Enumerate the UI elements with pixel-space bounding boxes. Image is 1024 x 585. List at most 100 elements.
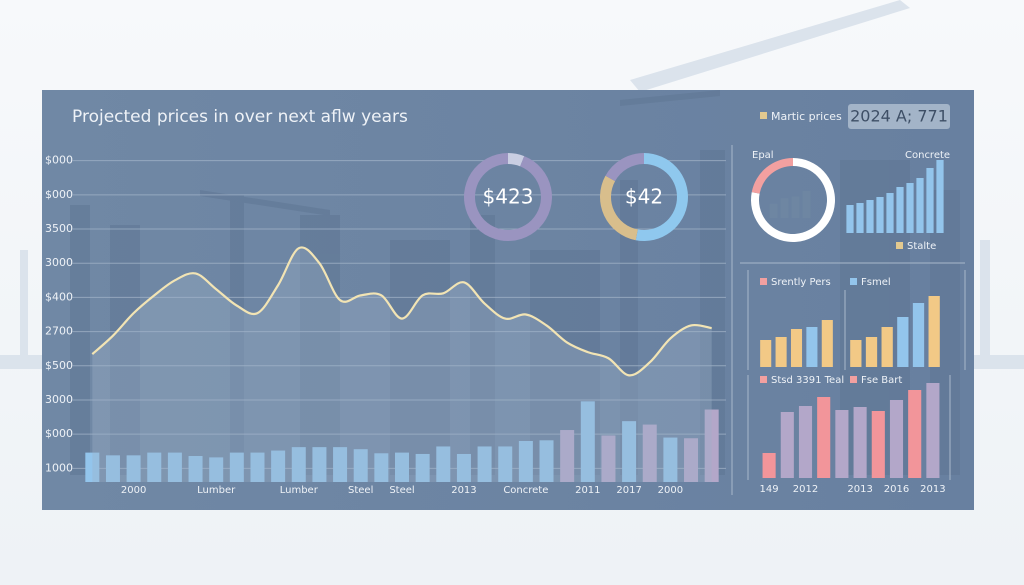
bar [791, 196, 800, 218]
bar [760, 340, 772, 367]
legend-swatch [850, 376, 857, 383]
line [91, 246, 712, 377]
bar [601, 435, 616, 482]
x-tick-label: Lumber [197, 485, 236, 496]
legend-label: Srently Pers [771, 277, 831, 288]
badge-text: 2024 A; 771 [850, 107, 948, 126]
bar [912, 303, 925, 367]
bar [916, 178, 924, 233]
bar [188, 456, 203, 482]
bar [853, 407, 867, 478]
legend-label: Stsd 3391 Teal [771, 375, 844, 386]
bar [271, 450, 286, 482]
x-tick-label: 2013 [451, 485, 476, 496]
bar [663, 437, 678, 482]
x-tick-label: 2017 [616, 485, 641, 496]
bar [353, 449, 368, 482]
legend-label: Stalte [907, 241, 936, 252]
legend-swatch [850, 278, 857, 285]
bar [780, 198, 789, 218]
bar [105, 455, 120, 482]
x-tick-label: 149 [760, 484, 779, 495]
bar [780, 412, 794, 478]
bar [477, 446, 492, 482]
y-tick-label: 3000 [45, 256, 73, 269]
y-tick-label: 1000 [45, 461, 73, 474]
bar [85, 452, 100, 482]
chart-title: Projected prices in over next aflw years [72, 107, 408, 127]
y-tick-label: 2700 [45, 325, 73, 338]
bar [291, 447, 306, 482]
skyline-inner [70, 90, 960, 475]
bar [926, 383, 940, 478]
y-tick-label: $000 [45, 427, 73, 440]
bar [518, 440, 533, 482]
bar [580, 401, 595, 482]
bar [871, 411, 885, 478]
bar [560, 430, 575, 482]
pie-slice [751, 158, 793, 194]
pie-slice [508, 153, 525, 167]
x-tick-label: 2000 [658, 485, 683, 496]
bar [229, 452, 244, 482]
badge [848, 104, 950, 129]
line-area [92, 247, 712, 482]
bar [881, 327, 893, 367]
bar [374, 453, 389, 482]
y-tick-label: $000 [45, 154, 73, 167]
bar [906, 183, 914, 233]
bar [850, 340, 862, 367]
pie-label: $42 [625, 185, 663, 209]
bar [415, 453, 430, 482]
bar [806, 327, 818, 367]
bar [817, 397, 831, 478]
bar [896, 187, 904, 233]
bar [775, 337, 787, 367]
bar [436, 446, 451, 482]
bar [897, 317, 909, 367]
bar [684, 438, 699, 482]
x-tick-label: Concrete [503, 485, 548, 496]
bar [126, 455, 141, 482]
bar [209, 457, 224, 482]
legend-swatch [896, 242, 903, 249]
x-tick-label: 2013 [847, 484, 872, 495]
pie-slice [605, 153, 644, 182]
x-tick-label: Lumber [280, 485, 319, 496]
bar [865, 337, 878, 367]
pie-label: $423 [483, 185, 534, 209]
bar [835, 410, 849, 478]
bar [762, 453, 776, 478]
bar [936, 160, 944, 233]
bar [642, 424, 657, 482]
bar [622, 421, 637, 482]
bar [856, 203, 864, 233]
bar [866, 200, 874, 233]
bar [798, 406, 813, 478]
x-tick-label: 2016 [884, 484, 909, 495]
y-tick-label: $500 [45, 359, 73, 372]
bar [790, 329, 803, 367]
x-tick-label: 2011 [575, 485, 600, 496]
legend-swatch [760, 376, 767, 383]
bar [928, 296, 940, 367]
bar [250, 452, 265, 482]
y-tick-label: $400 [45, 290, 73, 303]
bar [147, 452, 162, 482]
bar [876, 197, 884, 233]
y-tick-label: $000 [45, 188, 73, 201]
x-tick-label: Steel [389, 485, 414, 496]
bar [456, 453, 471, 482]
bar [769, 203, 778, 218]
x-tick-label: 2000 [121, 485, 146, 496]
bar [846, 205, 854, 233]
x-tick-label: Steel [348, 485, 373, 496]
bar [926, 168, 934, 233]
x-tick-label: 2013 [920, 484, 945, 495]
x-tick-label: 2012 [793, 484, 818, 495]
bar [312, 447, 327, 482]
pie-slice [635, 153, 688, 241]
bar [333, 447, 348, 482]
